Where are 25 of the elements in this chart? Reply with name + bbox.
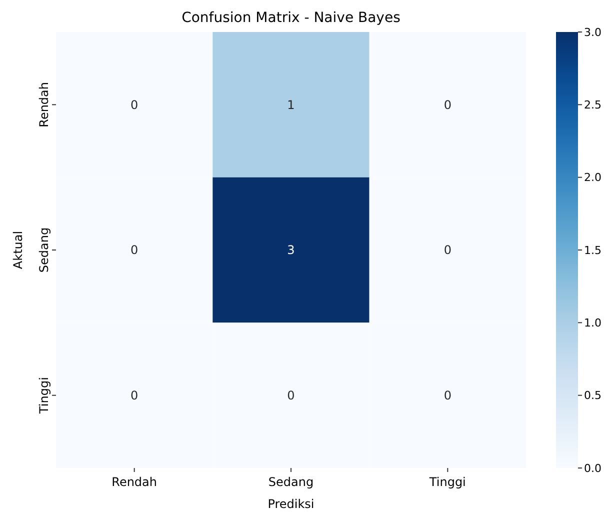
y-tick-label: Rendah <box>37 82 51 128</box>
color-bar-label: 2.5 <box>584 98 602 112</box>
data-label: 0 <box>287 388 295 403</box>
color-bar-label: 2.0 <box>584 171 602 184</box>
data-label: 0 <box>444 243 452 258</box>
x-tick-label: Sedang <box>268 475 314 489</box>
data-label: 0 <box>444 388 452 403</box>
chart-title: Confusion Matrix - Naive Bayes <box>182 10 400 26</box>
data-label: 1 <box>287 98 295 112</box>
y-tick-label: Tinggi <box>37 377 51 415</box>
y-tick-label: Sedang <box>37 227 51 273</box>
color-bar-label: 1.5 <box>584 244 602 257</box>
data-label: 0 <box>130 388 138 403</box>
color-bar-label: 0.0 <box>584 462 602 475</box>
data-label: 0 <box>130 243 138 258</box>
y-axis-title: Aktual <box>11 230 25 270</box>
data-label: 3 <box>287 243 295 258</box>
x-tick-label: Tinggi <box>428 475 466 489</box>
x-axis-title: Prediksi <box>268 497 314 511</box>
color-bar-label: 0.5 <box>584 389 602 402</box>
color-bar-label: 1.0 <box>584 316 602 330</box>
color-bar-label: 3.0 <box>584 26 602 39</box>
x-tick-label: Rendah <box>112 475 158 489</box>
data-label: 0 <box>130 98 138 112</box>
data-label: 0 <box>444 98 452 112</box>
